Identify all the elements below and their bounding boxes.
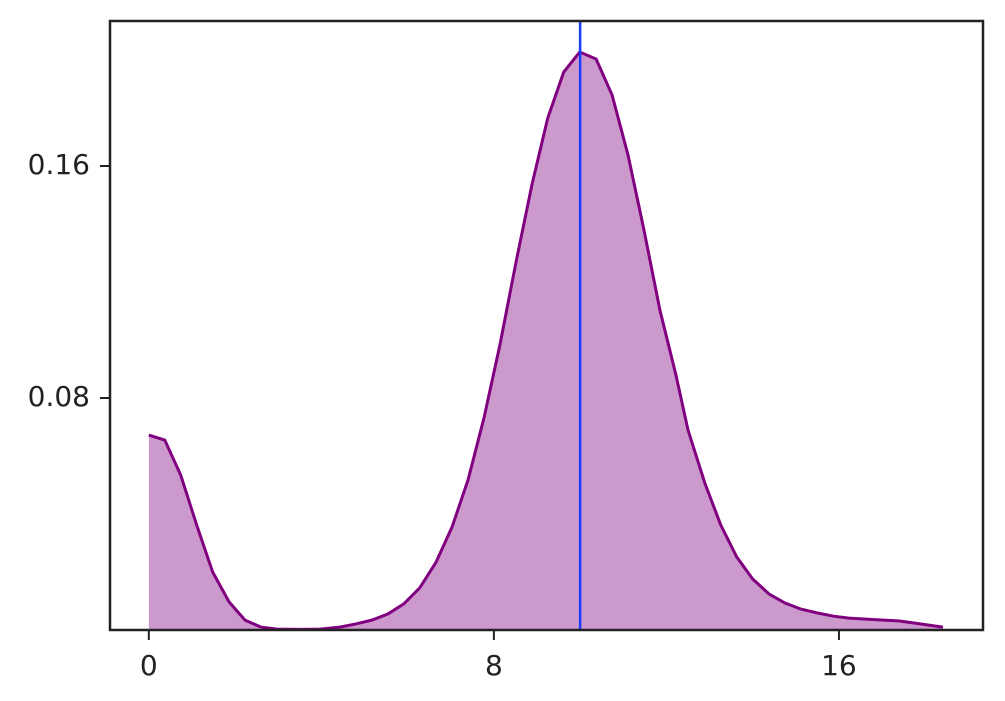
area-line <box>148 50 944 631</box>
x-tick-label: 8 <box>485 649 503 682</box>
y-tick-label: 0.08 <box>28 380 90 413</box>
area-fill <box>148 52 943 630</box>
plot-frame <box>108 19 985 632</box>
x-tick-label: 0 <box>140 649 158 682</box>
y-tick-label: 0.16 <box>28 148 90 181</box>
x-tick-label: 16 <box>821 649 857 682</box>
